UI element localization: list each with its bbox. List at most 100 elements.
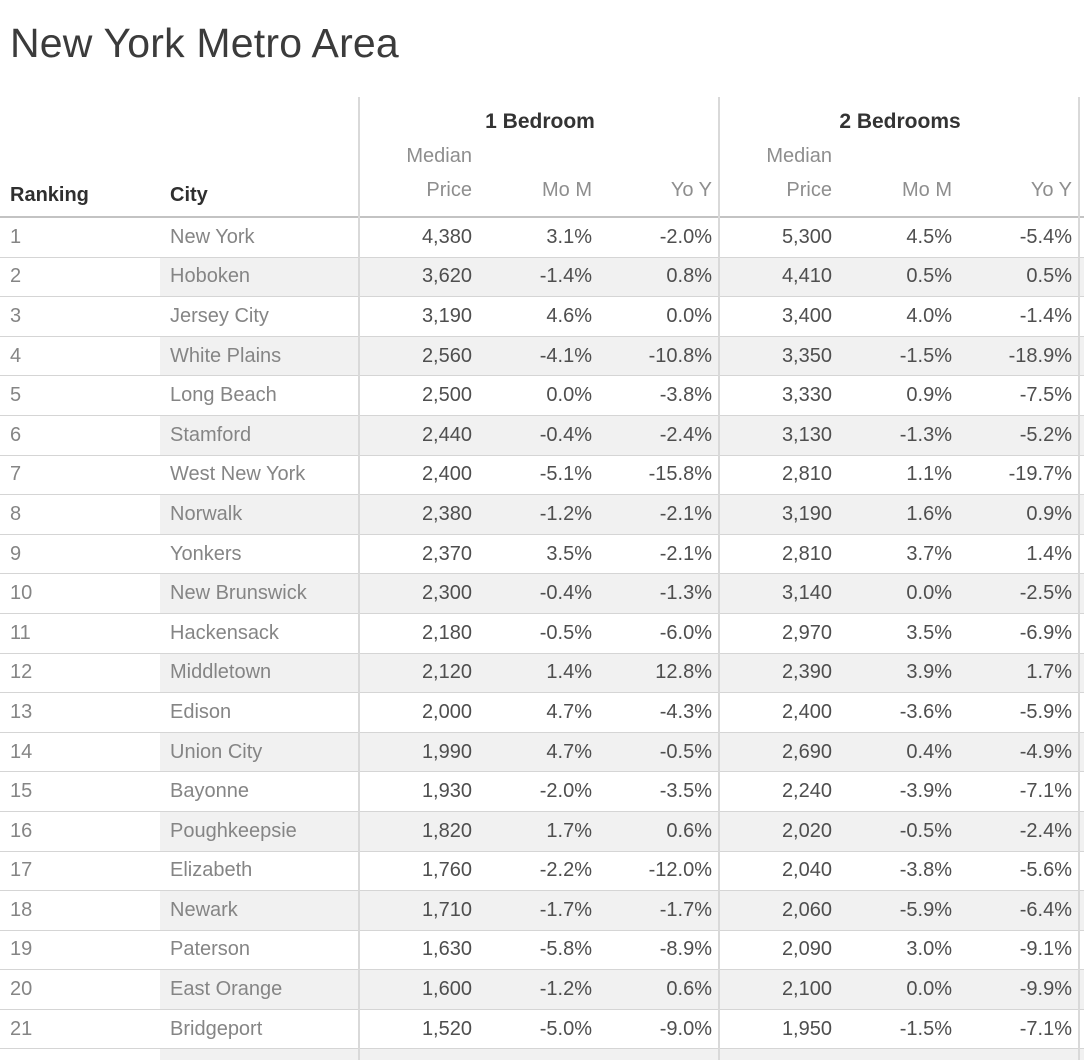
cell-ranking[interactable]: 20 — [10, 978, 33, 1001]
cell-1br-mom[interactable]: -2.0% — [539, 780, 592, 803]
cell-1br-yoy[interactable]: 0.6% — [666, 819, 712, 842]
cell-1br-median-price[interactable]: 1,710 — [421, 898, 472, 921]
cell-2br-yoy[interactable]: -4.9% — [1019, 740, 1072, 763]
cell-2br-mom[interactable]: 0.4% — [906, 740, 952, 763]
cell-1br-mom[interactable]: -4.1% — [539, 344, 592, 367]
cell-1br-median-price[interactable]: 1,630 — [421, 938, 472, 961]
cell-ranking[interactable]: 19 — [10, 938, 33, 961]
cell-1br-mom[interactable]: -0.4% — [539, 582, 592, 605]
cell-2br-yoy[interactable]: -5.9% — [1019, 700, 1072, 723]
cell-city[interactable]: Middletown — [170, 661, 272, 684]
cell-ranking[interactable]: 15 — [10, 780, 33, 803]
cell-1br-mom[interactable]: 4.7% — [546, 700, 592, 723]
cell-ranking[interactable]: 16 — [10, 819, 33, 842]
cell-1br-mom[interactable]: 4.7% — [546, 740, 592, 763]
cell-1br-yoy[interactable]: -0.5% — [659, 740, 712, 763]
cell-city[interactable]: East Orange — [170, 978, 283, 1001]
cell-1br-yoy[interactable]: 0.6% — [666, 978, 712, 1001]
cell-1br-mom[interactable]: 0.0% — [546, 384, 592, 407]
subheader-1br-median-price[interactable]: Median Price — [360, 139, 480, 207]
cell-city[interactable]: Newark — [170, 898, 238, 921]
cell-2br-mom[interactable]: -5.9% — [899, 898, 952, 921]
cell-2br-median-price[interactable]: 2,810 — [781, 463, 832, 486]
cell-1br-mom[interactable]: 3.1% — [546, 225, 592, 248]
cell-2br-mom[interactable]: 3.9% — [906, 661, 952, 684]
cell-1br-yoy[interactable]: -2.1% — [659, 542, 712, 565]
cell-2br-mom[interactable]: 3.7% — [906, 542, 952, 565]
ranking-column-header[interactable]: Ranking — [10, 184, 89, 206]
cell-2br-yoy[interactable]: -6.4% — [1019, 898, 1072, 921]
cell-city[interactable]: New Brunswick — [170, 582, 307, 605]
cell-1br-yoy[interactable]: -2.0% — [659, 225, 712, 248]
subheader-2br-mom[interactable]: Mo M — [902, 179, 952, 201]
cell-2br-median-price[interactable]: 2,690 — [781, 740, 832, 763]
cell-2br-yoy[interactable]: -9.1% — [1019, 938, 1072, 961]
cell-1br-median-price[interactable]: 1,600 — [421, 978, 472, 1001]
cell-2br-mom[interactable]: 3.5% — [906, 621, 952, 644]
cell-2br-median-price[interactable]: 1,950 — [781, 1017, 832, 1040]
cell-2br-yoy[interactable]: -9.9% — [1019, 978, 1072, 1001]
cell-city[interactable]: Bridgeport — [170, 1017, 263, 1040]
cell-city[interactable]: Jersey City — [170, 304, 269, 327]
cell-city[interactable]: Elizabeth — [170, 859, 253, 882]
cell-1br-yoy[interactable]: -10.8% — [648, 344, 712, 367]
cell-2br-median-price[interactable]: 3,130 — [781, 423, 832, 446]
cell-1br-yoy[interactable]: -6.0% — [659, 621, 712, 644]
cell-1br-mom[interactable]: -1.4% — [539, 265, 592, 288]
cell-city[interactable]: New York — [170, 225, 255, 248]
cell-2br-yoy[interactable]: 0.9% — [1026, 502, 1072, 525]
group-header-1br[interactable]: 1 Bedroom — [485, 110, 595, 133]
cell-ranking[interactable]: 8 — [10, 502, 22, 525]
cell-1br-median-price[interactable]: 2,400 — [421, 463, 472, 486]
cell-1br-mom[interactable]: -1.7% — [539, 898, 592, 921]
cell-2br-mom[interactable]: -1.5% — [899, 1017, 952, 1040]
cell-ranking[interactable]: 11 — [10, 621, 31, 644]
cell-ranking[interactable]: 5 — [10, 384, 22, 407]
cell-1br-median-price[interactable]: 2,560 — [421, 344, 472, 367]
cell-city[interactable]: White Plains — [170, 344, 282, 367]
cell-2br-yoy[interactable]: -2.5% — [1019, 582, 1072, 605]
cell-city[interactable]: Union City — [170, 740, 263, 763]
cell-1br-mom[interactable]: -0.5% — [539, 621, 592, 644]
subheader-1br-mom[interactable]: Mo M — [542, 179, 592, 201]
cell-2br-median-price[interactable]: 2,970 — [781, 621, 832, 644]
cell-2br-median-price[interactable]: 2,060 — [781, 898, 832, 921]
cell-2br-median-price[interactable]: 3,330 — [781, 384, 832, 407]
cell-1br-median-price[interactable]: 2,180 — [421, 621, 472, 644]
cell-1br-median-price[interactable]: 2,440 — [421, 423, 472, 446]
cell-2br-median-price[interactable]: 3,190 — [781, 502, 832, 525]
cell-city[interactable]: Hoboken — [170, 265, 251, 288]
cell-ranking[interactable]: 4 — [10, 344, 22, 367]
cell-1br-yoy[interactable]: -3.5% — [659, 780, 712, 803]
cell-ranking[interactable]: 13 — [10, 700, 33, 723]
cell-2br-mom[interactable]: -3.9% — [899, 780, 952, 803]
cell-1br-yoy[interactable]: 0.8% — [666, 265, 712, 288]
cell-1br-mom[interactable]: -1.2% — [539, 978, 592, 1001]
cell-city[interactable]: Long Beach — [170, 384, 277, 407]
cell-2br-mom[interactable]: 4.5% — [906, 225, 952, 248]
cell-2br-median-price[interactable]: 5,300 — [781, 225, 832, 248]
cell-1br-median-price[interactable]: 1,990 — [421, 740, 472, 763]
cell-2br-median-price[interactable]: 3,140 — [781, 582, 832, 605]
cell-2br-mom[interactable]: -3.6% — [899, 700, 952, 723]
cell-2br-mom[interactable]: -1.5% — [899, 344, 952, 367]
cell-1br-yoy[interactable]: -1.3% — [659, 582, 712, 605]
cell-ranking[interactable]: 18 — [10, 898, 33, 921]
cell-city[interactable]: Yonkers — [170, 542, 242, 565]
city-column-header[interactable]: City — [170, 184, 208, 206]
cell-city[interactable]: West New York — [170, 463, 306, 486]
cell-2br-yoy[interactable]: -19.7% — [1008, 463, 1072, 486]
cell-city[interactable]: Stamford — [170, 423, 252, 446]
cell-2br-yoy[interactable]: 0.5% — [1026, 265, 1072, 288]
cell-2br-median-price[interactable]: 2,810 — [781, 542, 832, 565]
cell-1br-mom[interactable]: -2.2% — [539, 859, 592, 882]
cell-2br-mom[interactable]: -0.5% — [899, 819, 952, 842]
cell-2br-mom[interactable]: 0.0% — [906, 978, 952, 1001]
cell-ranking[interactable]: 14 — [10, 740, 33, 763]
cell-2br-yoy[interactable]: -6.9% — [1019, 621, 1072, 644]
cell-2br-mom[interactable]: 0.0% — [906, 582, 952, 605]
cell-2br-mom[interactable]: 3.0% — [906, 938, 952, 961]
cell-1br-mom[interactable]: -5.0% — [539, 1017, 592, 1040]
cell-ranking[interactable]: 1 — [10, 225, 22, 248]
cell-2br-median-price[interactable]: 2,240 — [781, 780, 832, 803]
